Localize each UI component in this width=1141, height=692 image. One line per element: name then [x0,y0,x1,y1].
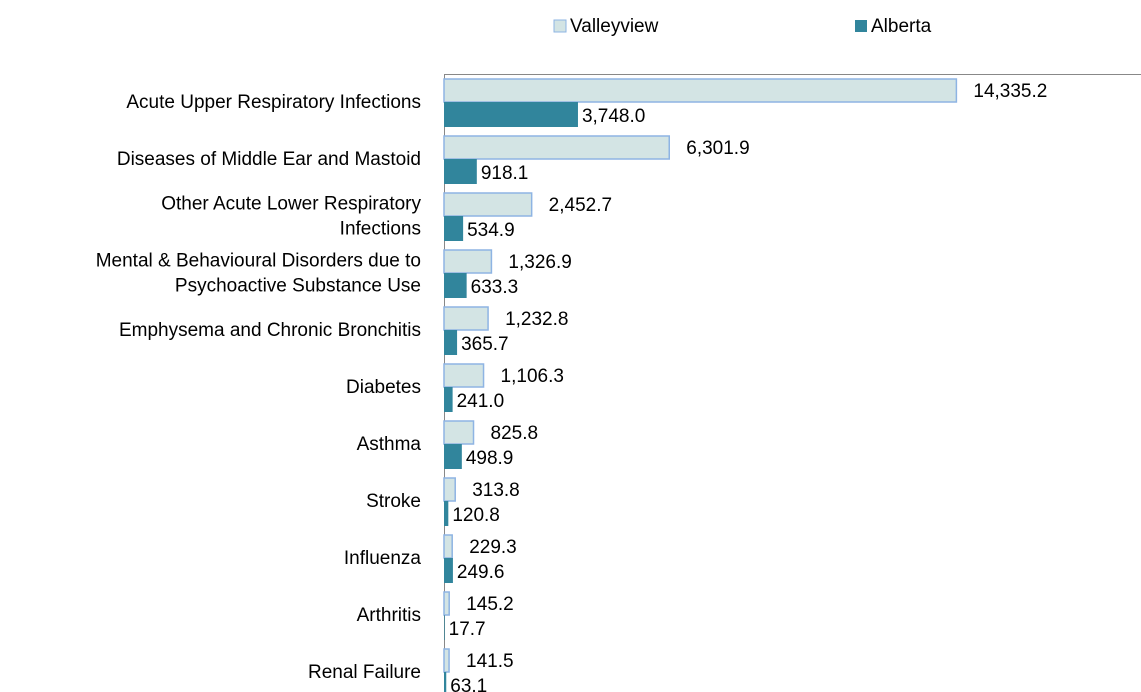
bar [444,672,447,692]
value-label: 249.6 [457,562,505,583]
category-label: Other Acute Lower Respiratory Infections [161,194,421,240]
bar [444,159,477,184]
bar [443,591,450,616]
value-label: 633.3 [471,277,519,298]
bar [443,78,958,103]
bar [444,102,578,127]
legend-label: Valleyview [570,16,659,37]
value-label: 229.3 [469,537,517,558]
value-label: 365.7 [461,334,509,355]
category-label: Arthritis [357,605,421,626]
value-label: 145.2 [466,594,514,615]
bar [443,534,453,559]
category-label: Emphysema and Chronic Bronchitis [119,320,421,341]
bar [443,363,485,388]
bar [443,306,489,331]
value-label: 241.0 [457,391,505,412]
category-label: Acute Upper Respiratory Infections [126,92,421,113]
category-label: Mental & Behavioural Disorders due to Psy… [96,251,421,297]
bar [444,387,453,412]
value-label: 313.8 [472,480,520,501]
legend-label: Alberta [871,16,932,37]
value-label: 3,748.0 [582,106,645,127]
bar [443,477,456,502]
bar [444,216,464,241]
value-label: 825.8 [491,423,539,444]
bar [444,330,458,355]
value-label: 120.8 [452,505,500,526]
category-label: Diseases of Middle Ear and Mastoid [117,149,421,170]
value-label: 63.1 [450,676,487,692]
legend-swatch [855,20,867,32]
bar [444,615,445,640]
category-label: Stroke [366,491,421,512]
value-label: 2,452.7 [549,195,612,216]
value-label: 918.1 [481,163,529,184]
bar [443,192,533,217]
value-label: 6,301.9 [686,138,749,159]
category-label: Renal Failure [308,662,421,683]
value-label: 534.9 [467,220,515,241]
value-label: 14,335.2 [973,81,1047,102]
category-label: Influenza [344,548,422,569]
category-label: Diabetes [346,377,421,398]
bar [444,444,462,469]
value-label: 1,326.9 [508,252,571,273]
category-label: Asthma [357,434,422,455]
value-label: 17.7 [449,619,486,640]
bar [444,501,449,526]
value-label: 1,106.3 [501,366,564,387]
bar [444,273,467,298]
bar [443,420,475,445]
bar [444,558,453,583]
value-label: 1,232.8 [505,309,568,330]
bar [443,249,493,274]
bar [443,648,450,673]
value-label: 141.5 [466,651,514,672]
legend-swatch [553,19,567,33]
bar [443,135,671,160]
value-label: 498.9 [466,448,514,469]
